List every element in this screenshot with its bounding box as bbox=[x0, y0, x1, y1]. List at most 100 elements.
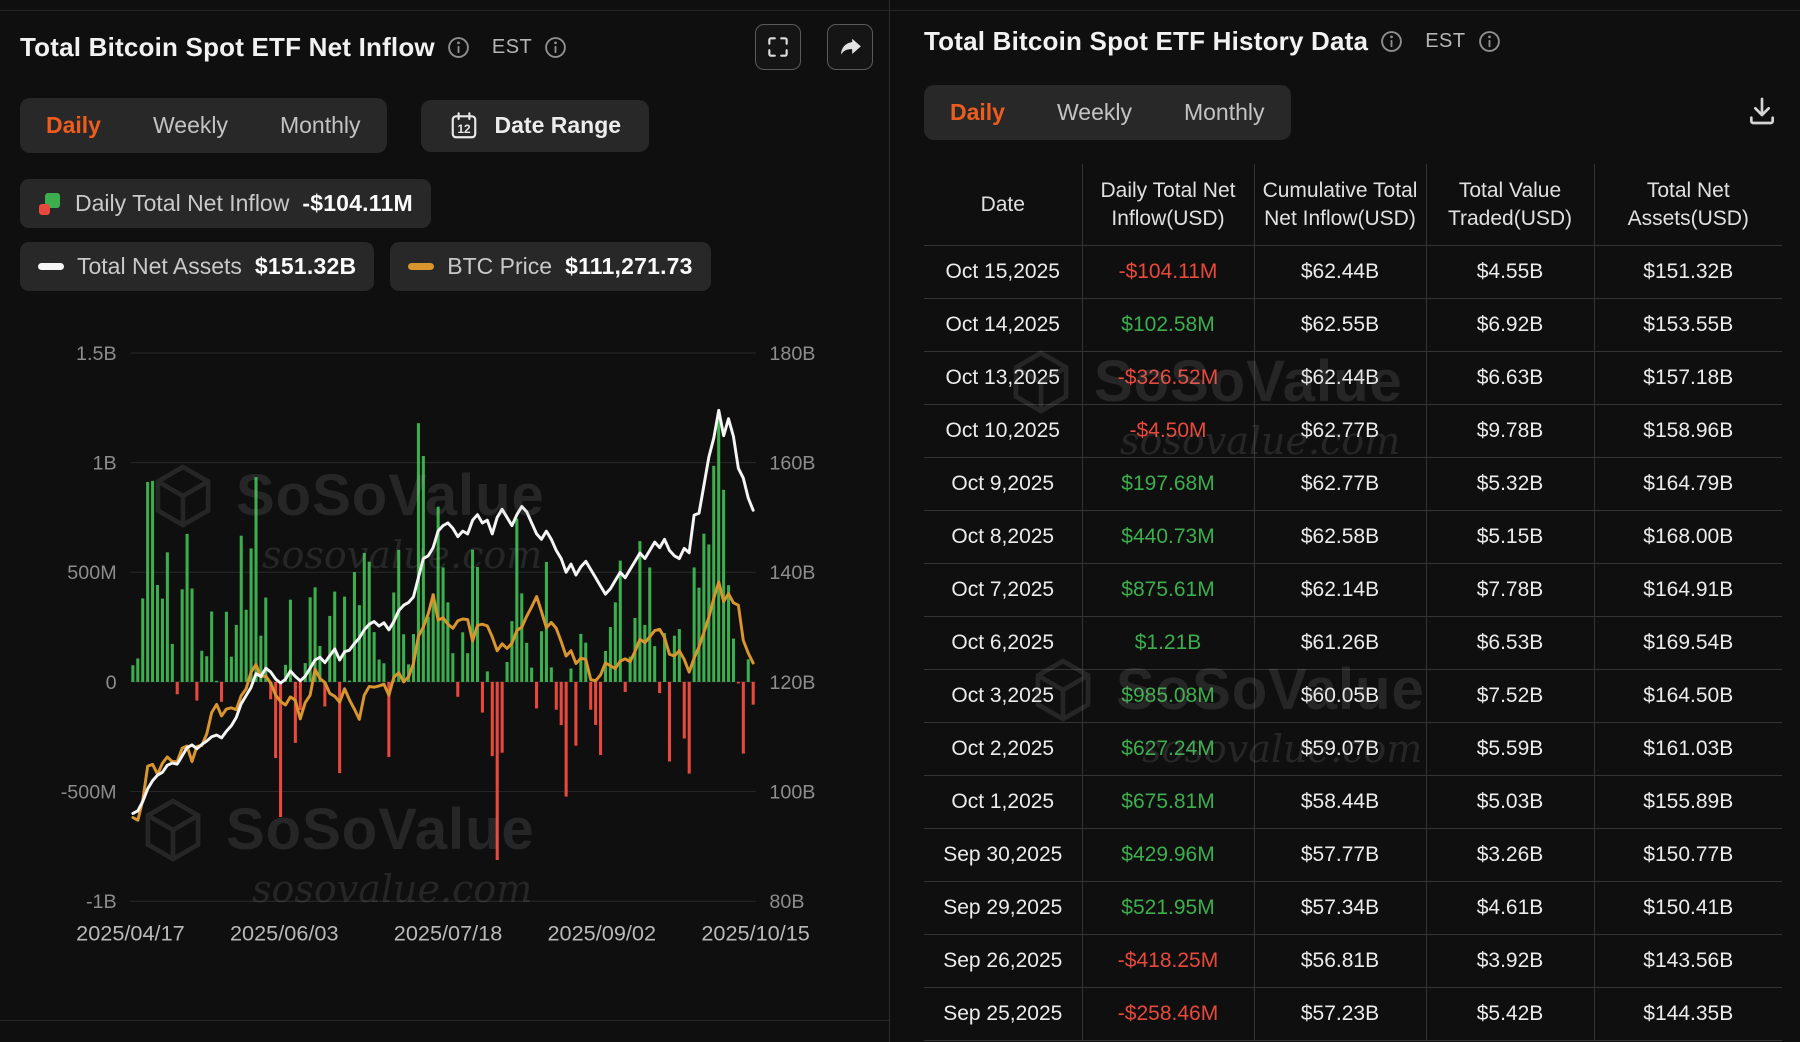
download-button[interactable] bbox=[1740, 91, 1784, 134]
legend-inflow-label: Daily Total Net Inflow bbox=[75, 190, 290, 216]
net-inflow-bar bbox=[623, 681, 627, 692]
cell-inflow: $627.24M bbox=[1081, 722, 1255, 777]
net-inflow-bar bbox=[663, 633, 667, 682]
net-inflow-bar bbox=[667, 681, 672, 762]
net-inflow-bar bbox=[195, 681, 199, 701]
net-inflow-bar bbox=[618, 560, 622, 682]
net-inflow-bar bbox=[151, 480, 155, 682]
net-inflow-bar bbox=[333, 591, 337, 682]
cell-cumulative: $57.23B bbox=[1253, 987, 1427, 1042]
assets-line-icon bbox=[38, 263, 64, 270]
cell-assets: $150.77B bbox=[1593, 828, 1782, 883]
legend-daily-net-inflow[interactable]: Daily Total Net Inflow -$104.11M bbox=[20, 179, 431, 228]
tab-weekly[interactable]: Weekly bbox=[1031, 85, 1158, 140]
cell-inflow: $985.08M bbox=[1081, 669, 1255, 724]
cell-inflow: $197.68M bbox=[1081, 457, 1255, 512]
cell-assets: $150.41B bbox=[1593, 881, 1782, 936]
cell-traded: $9.78B bbox=[1425, 404, 1595, 459]
cell-assets: $164.50B bbox=[1593, 669, 1782, 724]
cell-cumulative: $56.81B bbox=[1253, 934, 1427, 989]
net-inflow-bar bbox=[175, 681, 179, 695]
column-header: Date bbox=[924, 164, 1083, 247]
cell-cumulative: $61.26B bbox=[1253, 616, 1427, 671]
x-axis-tick: 2025/07/18 bbox=[394, 921, 503, 946]
net-inflow-bar bbox=[535, 681, 539, 709]
net-inflow-bar bbox=[382, 663, 386, 682]
net-inflow-bar bbox=[347, 680, 352, 683]
left-tab-group: Daily Weekly Monthly bbox=[20, 98, 387, 153]
net-inflow-bar bbox=[254, 477, 258, 682]
cell-traded: $5.15B bbox=[1425, 510, 1595, 565]
legend-btc-price[interactable]: BTC Price $111,271.73 bbox=[390, 242, 711, 291]
info-icon[interactable] bbox=[544, 36, 567, 59]
net-inflow-bar bbox=[274, 681, 278, 759]
tab-daily[interactable]: Daily bbox=[20, 98, 127, 153]
net-inflow-bar bbox=[279, 681, 283, 818]
etf-inflow-chart[interactable]: 1.5B 1B 500M 0 -500M -1B 180B 160B 140B 120B 100B 8… bbox=[20, 309, 870, 957]
table-row: Oct 9,2025 $197.68M $62.77B $5.32B $164.79B bbox=[924, 457, 1782, 512]
cell-inflow: $1.21B bbox=[1081, 616, 1255, 671]
calendar-icon: 12 bbox=[451, 111, 476, 138]
net-inflow-bar bbox=[190, 588, 194, 682]
net-inflow-bar bbox=[544, 561, 548, 682]
right-controls-row: Daily Weekly Monthly bbox=[924, 85, 1784, 140]
right-axis-tick: 100B bbox=[769, 781, 815, 803]
net-inflow-bar bbox=[554, 681, 558, 710]
cell-date: Oct 14,2025 bbox=[924, 298, 1083, 353]
net-inflow-bar bbox=[446, 602, 450, 682]
download-icon bbox=[1750, 97, 1774, 125]
info-icon[interactable] bbox=[447, 36, 470, 59]
legend-assets-label: Total Net Assets bbox=[77, 253, 242, 279]
net-inflow-bar bbox=[343, 596, 347, 682]
column-header: Daily Total Net Inflow(USD) bbox=[1081, 164, 1255, 247]
table-row: Oct 3,2025 $985.08M $60.05B $7.52B $164.50B bbox=[924, 669, 1782, 724]
cell-assets: $164.91B bbox=[1593, 563, 1782, 618]
net-inflow-bar bbox=[352, 572, 356, 682]
tab-weekly[interactable]: Weekly bbox=[127, 98, 254, 153]
net-inflow-bar bbox=[387, 681, 391, 757]
net-inflow-bar bbox=[185, 533, 189, 682]
net-inflow-bar bbox=[283, 664, 288, 682]
net-inflow-bar bbox=[746, 659, 750, 682]
info-icon[interactable] bbox=[1478, 30, 1501, 53]
left-axis-tick: -1B bbox=[86, 891, 117, 913]
net-inflow-bar bbox=[731, 638, 736, 682]
cell-cumulative: $57.34B bbox=[1253, 881, 1427, 936]
right-axis-tick: 180B bbox=[769, 343, 815, 365]
date-range-button[interactable]: 12 Date Range bbox=[420, 99, 650, 152]
tab-daily[interactable]: Daily bbox=[924, 85, 1031, 140]
net-inflow-bar bbox=[436, 506, 440, 682]
info-icon[interactable] bbox=[1380, 30, 1403, 53]
cell-traded: $6.53B bbox=[1425, 616, 1595, 671]
table-row: Oct 1,2025 $675.81M $58.44B $5.03B $155.89B bbox=[924, 775, 1782, 830]
legend-total-net-assets[interactable]: Total Net Assets $151.32B bbox=[20, 242, 375, 291]
top-divider bbox=[0, 10, 1800, 11]
net-inflow-bar bbox=[510, 621, 514, 682]
share-button[interactable] bbox=[827, 24, 873, 70]
net-inflow-bar bbox=[741, 681, 745, 754]
btc-line-icon bbox=[408, 263, 435, 270]
x-axis-tick: 2025/09/02 bbox=[548, 921, 657, 946]
cell-assets: $155.89B bbox=[1593, 775, 1782, 830]
net-inflow-bar bbox=[451, 653, 455, 682]
table-row: Sep 30,2025 $429.96M $57.77B $3.26B $150.77B bbox=[924, 828, 1782, 883]
cell-date: Oct 7,2025 bbox=[924, 563, 1083, 618]
net-inflow-bar bbox=[717, 416, 721, 682]
est-label: EST bbox=[491, 35, 533, 58]
cell-traded: $5.42B bbox=[1425, 987, 1595, 1042]
cell-inflow: $429.96M bbox=[1081, 828, 1255, 883]
fullscreen-button[interactable] bbox=[755, 24, 801, 70]
net-inflow-bar bbox=[500, 681, 504, 753]
cell-traded: $6.92B bbox=[1425, 298, 1595, 353]
net-inflow-bar bbox=[259, 635, 263, 682]
left-panel-title: Total Bitcoin Spot ETF Net Inflow bbox=[20, 31, 435, 62]
share-icon bbox=[840, 38, 861, 55]
net-inflow-bar bbox=[377, 659, 381, 682]
table-row: Oct 10,2025 -$4.50M $62.77B $9.78B $158.96B bbox=[924, 404, 1782, 459]
tab-monthly[interactable]: Monthly bbox=[254, 98, 387, 153]
net-inflow-bar bbox=[313, 587, 317, 682]
net-inflow-bar bbox=[160, 598, 164, 682]
net-inflow-bar bbox=[569, 668, 573, 682]
etf-history-data-panel: Total Bitcoin Spot ETF History Data EST … bbox=[890, 0, 1800, 1042]
tab-monthly[interactable]: Monthly bbox=[1158, 85, 1291, 140]
